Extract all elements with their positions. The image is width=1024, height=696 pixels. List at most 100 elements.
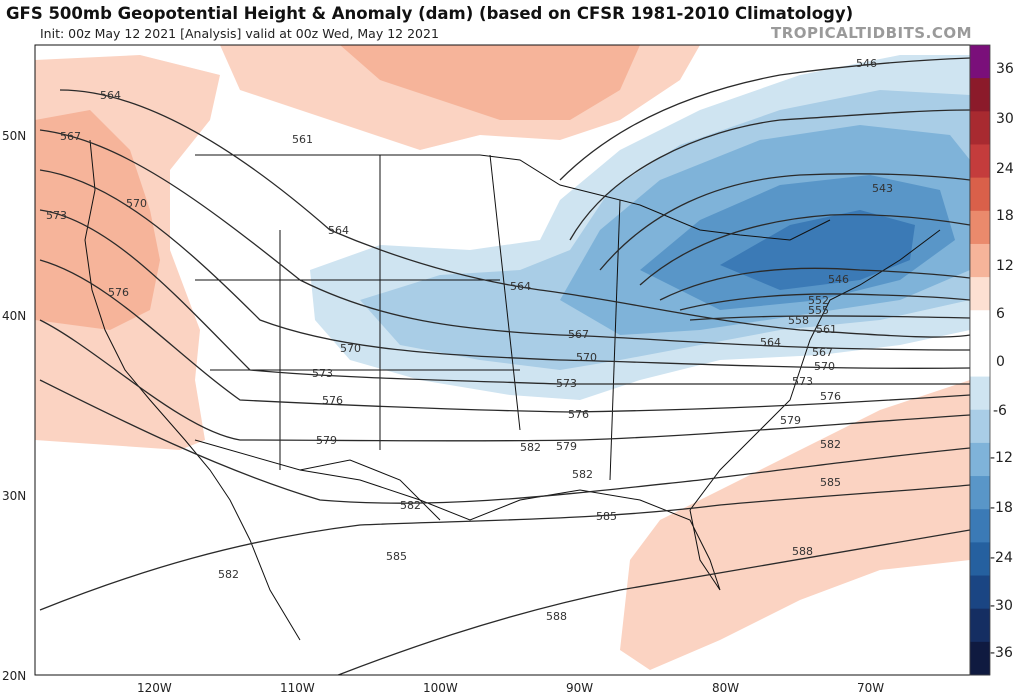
contour-label: 543 <box>872 182 893 195</box>
contour-label: 555 <box>808 304 829 317</box>
colorbar-label: 18 <box>996 208 1014 224</box>
longitude-labels: 120W 110W 100W 90W 80W 70W <box>137 681 884 695</box>
colorbar-swatch <box>970 78 990 112</box>
colorbar-label: -6 <box>993 403 1007 419</box>
lon-label: 100W <box>423 681 458 695</box>
contour-line <box>39 484 970 611</box>
colorbar-swatch <box>970 177 990 212</box>
colorbar-label: 0 <box>996 354 1005 370</box>
colorbar-swatch <box>970 641 990 676</box>
contour-line <box>679 293 970 311</box>
atlantic-positive-anomaly <box>620 380 970 670</box>
contour-label: 564 <box>510 280 531 293</box>
contour-label: 561 <box>816 323 837 336</box>
map-boundaries <box>84 139 941 641</box>
map-subtitle: Init: 00z May 12 2021 [Analysis] valid a… <box>40 26 439 41</box>
contour-label: 567 <box>568 328 589 341</box>
contour-label: 546 <box>828 273 849 286</box>
contour-label: 567 <box>812 346 833 359</box>
colorbar-swatch <box>970 542 990 577</box>
colorbar: 36 30 24 18 12 6 0 -6 -12 -18 -24 -30 -3… <box>969 44 1014 676</box>
mexico-border <box>194 439 441 521</box>
contour-line <box>39 129 970 351</box>
colorbar-label: -18 <box>990 500 1013 516</box>
colorbar-swatch <box>970 277 990 311</box>
contour-label: 576 <box>322 394 343 407</box>
lat-label: 40N <box>2 309 26 323</box>
contour-line <box>39 209 970 385</box>
colorbar-swatch <box>970 144 990 179</box>
colorbar-swatch <box>970 45 990 79</box>
contour-line <box>336 529 970 675</box>
contour-label: 552 <box>808 294 829 307</box>
contour-label: 582 <box>572 468 593 481</box>
contour-label: 576 <box>108 286 129 299</box>
contour-line <box>39 379 970 504</box>
contour-label: 564 <box>100 89 121 102</box>
canada-strong-anomaly <box>340 45 640 120</box>
contour-label: 579 <box>780 414 801 427</box>
contour-label: 579 <box>556 440 577 453</box>
contour-line <box>39 259 970 413</box>
colorbar-swatches <box>970 45 990 676</box>
contour-label: 573 <box>312 367 333 380</box>
contour-line <box>639 214 970 286</box>
positive-anomaly-areas <box>35 45 970 670</box>
colorbar-label: -24 <box>990 550 1013 566</box>
watermark: TROPICALTIDBITS.COM <box>771 24 972 42</box>
pacific-coastline <box>84 139 301 641</box>
lon-label: 120W <box>137 681 172 695</box>
colorbar-swatch <box>970 476 990 510</box>
contour-line <box>569 109 970 241</box>
state-line-6 <box>609 199 621 481</box>
east-coastline <box>689 229 941 511</box>
contour-label: 546 <box>856 57 877 70</box>
colorbar-swatch <box>970 608 990 643</box>
contour-label: 570 <box>576 351 597 364</box>
colorbar-label: 36 <box>996 61 1014 77</box>
colorbar-label: 12 <box>996 258 1014 274</box>
contour-label: 582 <box>520 441 541 454</box>
colorbar-swatch <box>970 575 990 610</box>
contour-label: 564 <box>760 336 781 349</box>
contour-label: 576 <box>568 408 589 421</box>
contour-label: 582 <box>218 568 239 581</box>
contour-label: 573 <box>556 377 577 390</box>
colorbar-swatch <box>970 111 990 145</box>
colorbar-swatch <box>970 509 990 543</box>
colorbar-label: -36 <box>990 645 1013 661</box>
lon-label: 90W <box>566 681 593 695</box>
contour-label: 585 <box>596 510 617 523</box>
map-title: GFS 500mb Geopotential Height & Anomaly … <box>6 4 854 23</box>
negative-anomaly-areas <box>310 55 970 400</box>
contour-label: 585 <box>386 550 407 563</box>
contour-label: 588 <box>546 610 567 623</box>
colorbar-swatch <box>970 210 990 245</box>
contour-line <box>689 315 970 321</box>
contour-label: 573 <box>792 375 813 388</box>
contour-line <box>599 173 970 271</box>
lat-label: 30N <box>2 489 26 503</box>
gulf-coastline <box>299 469 721 591</box>
contour-line <box>659 267 970 301</box>
contour-label: 582 <box>400 499 421 512</box>
colorbar-swatch <box>970 343 990 378</box>
contour-label: 579 <box>316 434 337 447</box>
contour-label: 564 <box>328 224 349 237</box>
contour-label: 588 <box>792 545 813 558</box>
colorbar-label: 30 <box>996 111 1014 127</box>
colorbar-label: -30 <box>990 598 1013 614</box>
contour-label: 567 <box>60 130 81 143</box>
contour-labels: 564 561 567 573 570 576 564 570 573 576 … <box>46 57 893 623</box>
colorbar-frame <box>969 44 991 676</box>
lat-label: 50N <box>2 129 26 143</box>
colorbar-label: 6 <box>996 306 1005 322</box>
west-coast-strong-anomaly <box>35 110 160 330</box>
contour-label: 570 <box>814 360 835 373</box>
colorbar-swatch <box>970 243 990 278</box>
lon-label: 70W <box>857 681 884 695</box>
colorbar-swatch <box>970 409 990 444</box>
lon-label: 110W <box>280 681 315 695</box>
colorbar-label: -12 <box>990 450 1013 466</box>
contour-label: 573 <box>46 209 67 222</box>
